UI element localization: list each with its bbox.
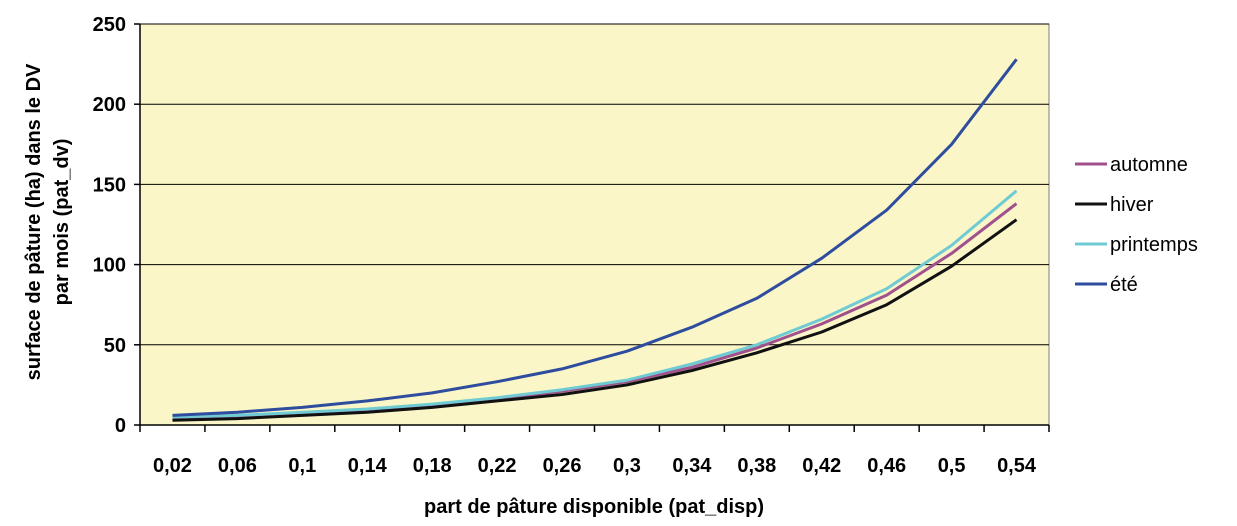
legend-label: été: [1110, 274, 1138, 296]
x-tick-labels: 0,02 0,06 0,1 0,14 0,18 0,22 0,26 0,3 0,34 0,38 0,…: [153, 455, 1037, 477]
series-line-été: [172, 58, 1018, 417]
x-tick-label: 0,3: [613, 455, 641, 477]
x-tick-label: 0,42: [802, 455, 841, 477]
series-line-hiver: [172, 218, 1018, 422]
x-tick-label: 0,5: [938, 455, 966, 477]
series-line-automne: [172, 202, 1018, 421]
series-line-printemps: [172, 189, 1018, 419]
x-tick-label: 0,02: [153, 455, 192, 477]
y-axis-title-line2: par mois (pat_dv): [51, 139, 73, 306]
series-lines: [172, 58, 1018, 422]
y-tick-label: 0: [115, 415, 126, 437]
y-tick-labels: 0 50 100 150 200 250: [93, 14, 126, 437]
x-tick-label: 0,38: [737, 455, 776, 477]
x-tick-label: 0,06: [218, 455, 257, 477]
legend: automne hiver printemps été: [1075, 154, 1198, 296]
x-tick-label: 0,1: [288, 455, 316, 477]
gridlines: [140, 23, 1049, 346]
x-tick-label: 0,46: [867, 455, 906, 477]
y-axis-title-line1: surface de pâture (ha) dans le DV: [23, 63, 45, 380]
plot-area: [139, 23, 1050, 426]
x-tick-label: 0,18: [413, 455, 452, 477]
y-tick-label: 100: [93, 255, 126, 277]
x-axis-title: part de pâture disponible (pat_disp): [424, 496, 764, 518]
y-tick-label: 200: [93, 94, 126, 116]
legend-label: hiver: [1110, 194, 1154, 216]
x-tick-label: 0,34: [672, 455, 712, 477]
y-tick-label: 50: [104, 335, 126, 357]
x-tick-label: 0,22: [478, 455, 517, 477]
legend-label: automne: [1110, 154, 1188, 176]
y-axis-title: surface de pâture (ha) dans le DV par mo…: [23, 63, 73, 380]
axes: [134, 23, 1050, 432]
x-tick-label: 0,14: [348, 455, 388, 477]
legend-label: printemps: [1110, 234, 1198, 256]
x-tick-label: 0,54: [997, 455, 1037, 477]
x-tick-label: 0,26: [543, 455, 582, 477]
y-tick-label: 150: [93, 174, 126, 196]
y-tick-label: 250: [93, 14, 126, 36]
